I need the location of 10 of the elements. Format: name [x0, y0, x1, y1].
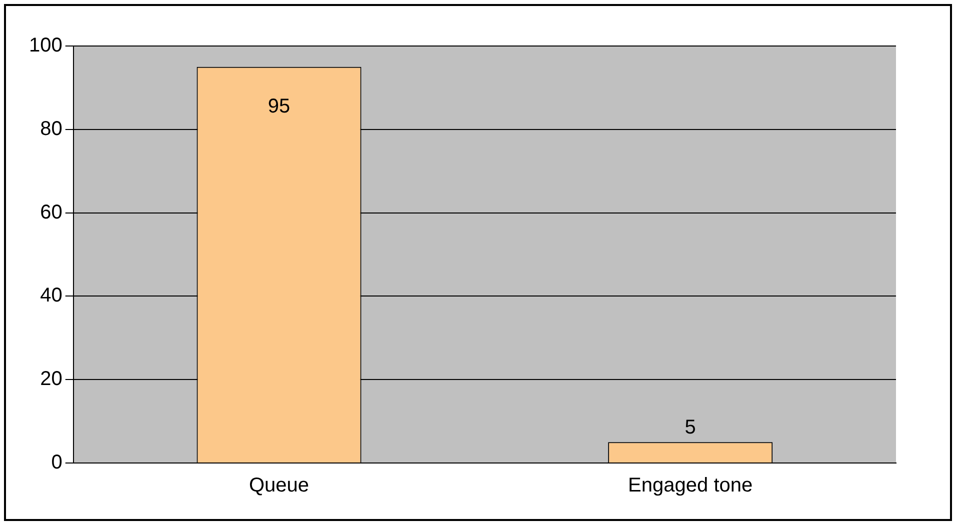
y-tick-label: 40 — [40, 284, 62, 307]
y-tick-label: 80 — [40, 118, 62, 140]
y-tick-label: 60 — [40, 201, 62, 224]
y-tick-label: 20 — [40, 368, 62, 390]
data-label: 5 — [684, 416, 696, 439]
x-tick-label: Engaged tone — [628, 474, 753, 497]
y-tick-label: 0 — [51, 452, 62, 474]
data-label: 95 — [268, 95, 290, 118]
x-tick-label: Queue — [248, 474, 310, 497]
y-tick-label: 100 — [28, 34, 62, 57]
